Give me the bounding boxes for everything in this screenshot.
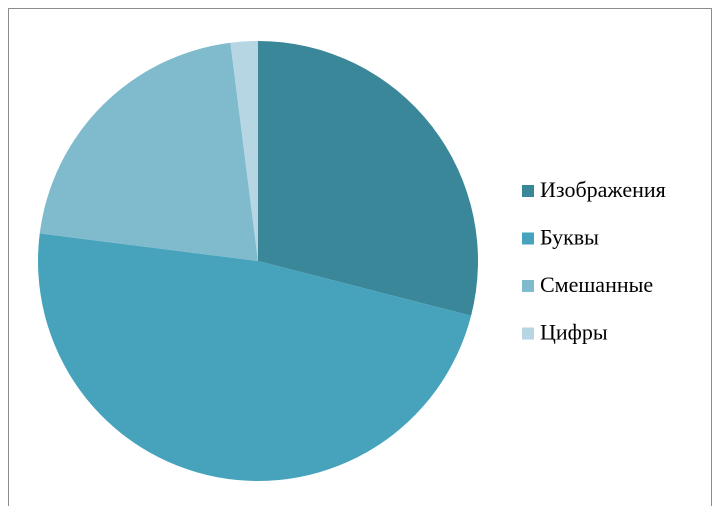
legend-swatch [522,327,534,340]
pie-slice [39,42,258,261]
pie-slice [230,41,258,261]
legend-swatch [522,280,534,292]
legend-swatch [522,185,534,197]
legend-label: Смешанные [540,272,653,297]
pie-slice [258,41,478,316]
chart-frame [8,8,712,506]
pie-slice [38,233,472,481]
legend-label: Буквы [540,225,599,250]
legend-label: Цифры [540,320,608,345]
legend-swatch [522,232,534,245]
legend-label: Изображения [540,177,666,202]
